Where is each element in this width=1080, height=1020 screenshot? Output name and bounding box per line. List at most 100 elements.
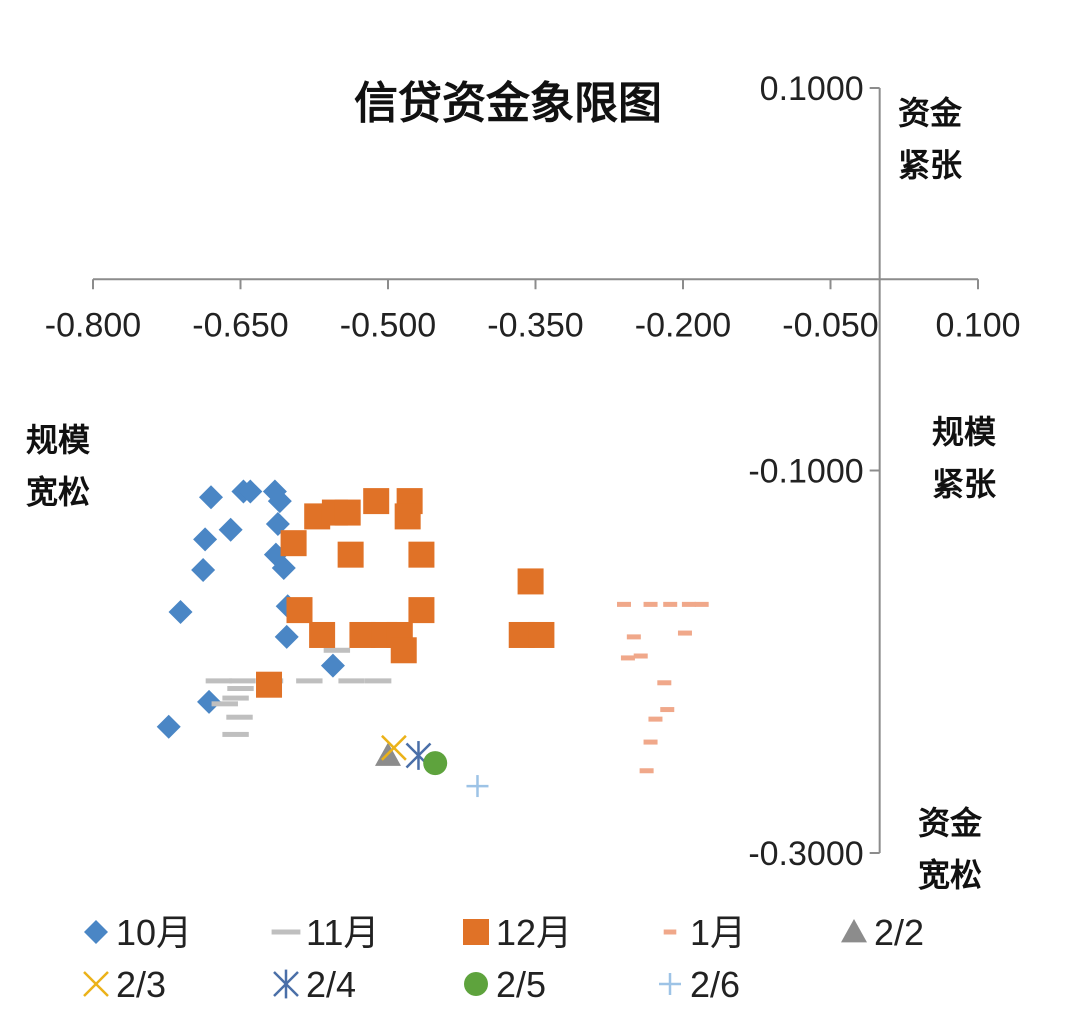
x-tick-label: -0.200 [635, 306, 731, 344]
data-point [660, 707, 675, 713]
data-point [226, 714, 253, 720]
data-point [274, 624, 299, 649]
data-point [286, 597, 313, 624]
data-point [338, 678, 365, 684]
data-point [229, 678, 256, 684]
data-point [390, 637, 417, 664]
quadrant-label-bottom-right-2: 宽松 [918, 856, 982, 894]
data-point [168, 600, 193, 625]
data-point [408, 597, 435, 624]
legend-marker [463, 919, 489, 945]
data-point [394, 503, 421, 530]
legend-item: 2/4 [273, 964, 356, 1005]
legend-marker [464, 972, 488, 996]
series-12月 [256, 488, 555, 698]
legend-label: 12月 [496, 912, 572, 953]
data-point [199, 485, 223, 510]
series-2/3 [381, 734, 407, 761]
data-point [517, 568, 544, 595]
data-point [643, 601, 658, 607]
legend-item: 2/2 [841, 912, 924, 953]
quadrant-label-right-2: 紧张 [932, 465, 996, 503]
x-tick-label: -0.800 [45, 306, 141, 344]
legend-label: 2/3 [116, 964, 166, 1005]
data-points [156, 479, 709, 798]
data-point [677, 630, 692, 636]
data-point [222, 695, 249, 701]
data-point [639, 768, 654, 774]
quadrant-label-right-1: 规模 [932, 413, 996, 451]
data-point [323, 647, 351, 653]
data-point [197, 689, 222, 714]
legend: 10月 11月 12月 1月 2/2 2/3 2/4 2/5 2/6 [83, 912, 924, 1005]
quadrant-label-left-1: 规模 [26, 421, 90, 459]
data-point [620, 655, 635, 661]
data-point [408, 541, 435, 568]
data-point [337, 541, 364, 568]
legend-item: 10月 [84, 912, 192, 953]
x-tick-label: 0.100 [935, 306, 1020, 344]
data-point [694, 601, 709, 607]
x-tick-label: -0.350 [487, 306, 583, 344]
data-point [211, 701, 238, 707]
quadrant-label-top-right-2: 紧张 [898, 146, 962, 184]
legend-marker [84, 920, 108, 944]
legend-label: 2/5 [496, 964, 546, 1005]
series-11月 [205, 647, 392, 737]
data-point [256, 671, 283, 698]
legend-marker [273, 969, 299, 999]
data-point [238, 479, 263, 504]
chart-title: 信贷资金象限图 [354, 78, 662, 129]
axes: -0.800 -0.650 -0.500 -0.350 -0.200 -0.050 0.10… [45, 70, 1021, 873]
legend-item: 2/3 [83, 964, 166, 1005]
data-point [681, 601, 696, 607]
data-point [528, 621, 555, 648]
legend-item: 12月 [463, 912, 572, 953]
data-point [309, 621, 336, 648]
legend-item: 2/5 [464, 964, 546, 1005]
y-tick-label: -0.3000 [748, 835, 863, 873]
legend-item: 2/6 [659, 964, 740, 1005]
data-point [423, 751, 448, 776]
y-tick-label: 0.1000 [760, 70, 864, 108]
data-point [296, 678, 323, 684]
data-point [227, 686, 254, 692]
series-2/6 [466, 775, 489, 798]
data-point [156, 714, 181, 739]
legend-label: 2/2 [874, 912, 924, 953]
y-tick-label: -0.1000 [748, 453, 863, 491]
data-point [617, 601, 631, 607]
x-tick-label: -0.050 [782, 306, 878, 344]
data-point [364, 678, 392, 684]
series-10月 [156, 479, 345, 739]
legend-marker [271, 929, 301, 935]
legend-marker [659, 973, 681, 995]
data-point [334, 499, 361, 526]
data-point [222, 731, 249, 737]
data-point [466, 775, 489, 798]
data-point [657, 680, 672, 686]
data-point [205, 678, 233, 684]
data-point [267, 489, 292, 514]
quadrant-label-top-right-1: 资金 [898, 94, 963, 132]
x-tick-label: -0.650 [192, 306, 288, 344]
legend-label: 2/6 [690, 964, 740, 1005]
data-point [626, 634, 641, 640]
data-point [193, 527, 218, 552]
data-point [191, 557, 216, 582]
data-point [280, 530, 307, 557]
legend-label: 10月 [116, 912, 192, 953]
data-point [633, 653, 648, 659]
data-point [271, 556, 296, 581]
data-point [381, 734, 407, 761]
legend-marker [83, 971, 109, 997]
legend-item: 1月 [663, 912, 746, 953]
data-point [363, 488, 390, 515]
legend-marker [841, 919, 867, 943]
legend-label: 1月 [690, 912, 746, 953]
legend-label: 11月 [306, 912, 379, 953]
data-point [265, 512, 290, 537]
data-point [648, 716, 663, 722]
legend-item: 11月 [271, 912, 379, 953]
